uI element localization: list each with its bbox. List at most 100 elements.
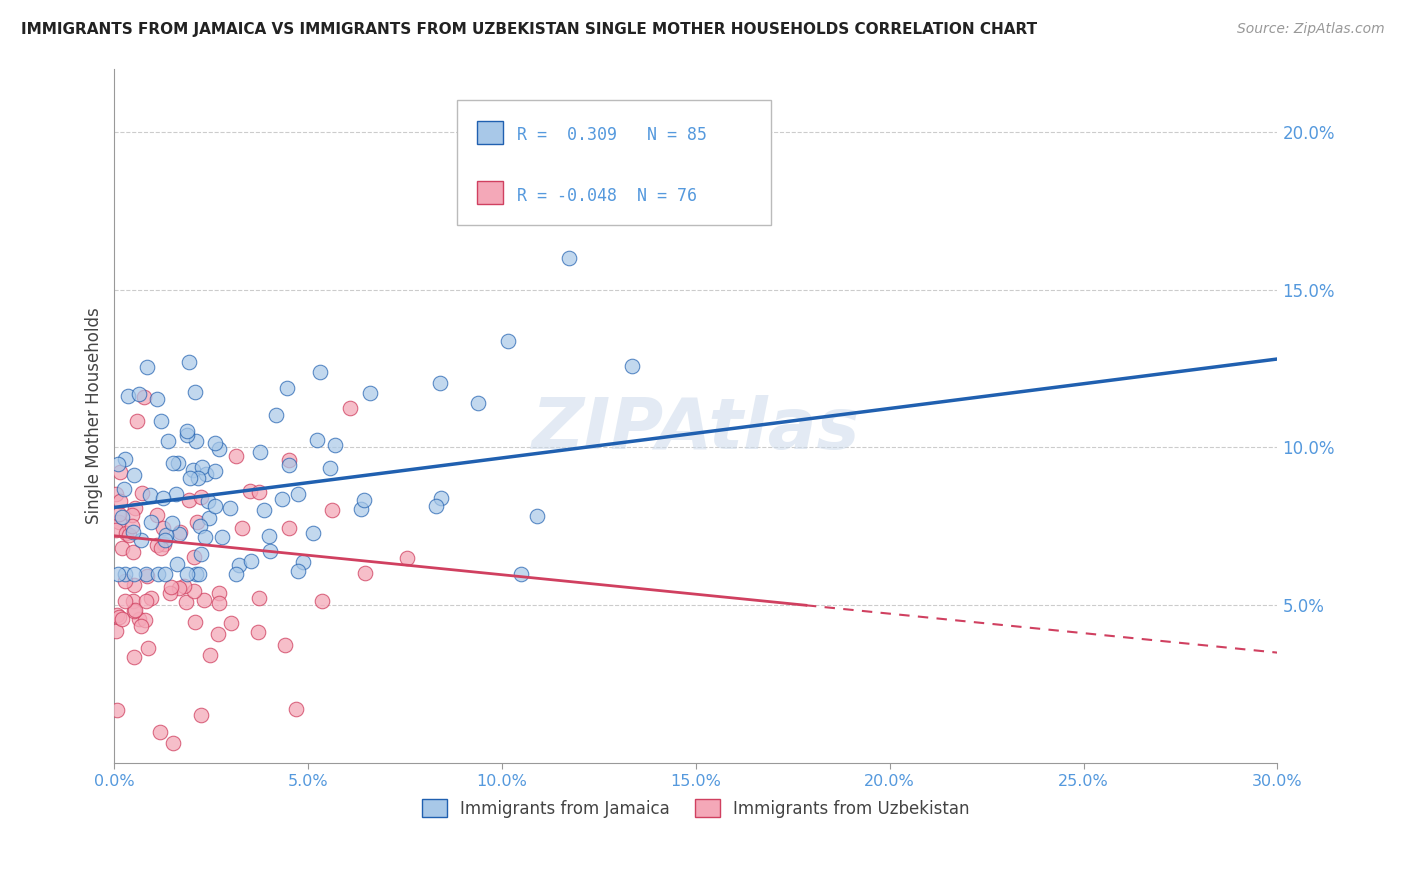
Text: Source: ZipAtlas.com: Source: ZipAtlas.com bbox=[1237, 22, 1385, 37]
Point bbox=[194, 530, 217, 544]
Point bbox=[105, 624, 128, 639]
Point bbox=[247, 625, 270, 640]
Point bbox=[166, 456, 188, 470]
Text: ZIPAtlas: ZIPAtlas bbox=[531, 395, 860, 464]
Point bbox=[239, 554, 262, 568]
Point bbox=[188, 518, 211, 533]
Point bbox=[149, 725, 172, 739]
Point bbox=[274, 638, 297, 652]
Point bbox=[285, 702, 308, 716]
Point bbox=[496, 334, 519, 349]
Point bbox=[122, 525, 145, 540]
Point bbox=[264, 408, 287, 422]
Point bbox=[183, 583, 205, 598]
Point bbox=[259, 544, 281, 558]
Point bbox=[228, 558, 250, 573]
Point bbox=[183, 549, 205, 564]
Text: IMMIGRANTS FROM JAMAICA VS IMMIGRANTS FROM UZBEKISTAN SINGLE MOTHER HOUSEHOLDS C: IMMIGRANTS FROM JAMAICA VS IMMIGRANTS FR… bbox=[21, 22, 1038, 37]
Point bbox=[187, 471, 209, 485]
Point bbox=[114, 566, 136, 581]
Point bbox=[139, 515, 162, 529]
Point bbox=[425, 500, 447, 514]
Point bbox=[429, 491, 451, 506]
Point bbox=[257, 529, 280, 543]
Point bbox=[247, 485, 270, 500]
Point bbox=[186, 515, 208, 529]
Point bbox=[239, 483, 262, 498]
Point bbox=[152, 521, 174, 535]
Point bbox=[165, 487, 187, 501]
Point bbox=[204, 500, 226, 514]
Point bbox=[122, 468, 145, 483]
Point bbox=[249, 445, 271, 459]
Point bbox=[136, 359, 159, 374]
Point bbox=[311, 594, 333, 608]
Point bbox=[122, 545, 145, 559]
Point bbox=[131, 486, 153, 500]
Point bbox=[108, 493, 131, 508]
Point bbox=[208, 442, 231, 456]
Point bbox=[124, 501, 146, 516]
Point bbox=[148, 566, 170, 581]
Point bbox=[134, 613, 156, 627]
Point bbox=[339, 401, 361, 416]
Point bbox=[108, 507, 131, 521]
Point bbox=[305, 433, 328, 447]
Point bbox=[155, 527, 177, 541]
Point bbox=[184, 615, 207, 629]
Point bbox=[510, 566, 533, 581]
Point bbox=[173, 578, 195, 592]
Point bbox=[225, 566, 247, 581]
Point bbox=[176, 566, 198, 581]
Point bbox=[153, 566, 176, 581]
Point bbox=[291, 555, 314, 569]
Point bbox=[166, 558, 188, 572]
Point bbox=[139, 488, 162, 502]
Point bbox=[121, 508, 143, 523]
Point bbox=[277, 458, 299, 472]
Point bbox=[136, 568, 159, 582]
Point bbox=[114, 574, 136, 589]
Point bbox=[135, 594, 157, 608]
Point bbox=[112, 482, 135, 496]
Point bbox=[134, 390, 156, 404]
Point bbox=[278, 453, 301, 467]
Point bbox=[108, 465, 131, 479]
Point bbox=[131, 533, 153, 548]
Point bbox=[353, 493, 375, 508]
Point bbox=[247, 591, 270, 605]
Point bbox=[146, 538, 169, 552]
Point bbox=[225, 450, 247, 464]
Point bbox=[197, 511, 219, 525]
Point bbox=[211, 530, 233, 544]
Legend: Immigrants from Jamaica, Immigrants from Uzbekistan: Immigrants from Jamaica, Immigrants from… bbox=[415, 793, 977, 824]
Text: R =  0.309   N = 85: R = 0.309 N = 85 bbox=[517, 126, 707, 145]
Point bbox=[107, 566, 129, 581]
Point bbox=[174, 595, 197, 609]
Point bbox=[152, 491, 174, 505]
Point bbox=[160, 580, 183, 594]
Point bbox=[208, 585, 231, 599]
Point bbox=[114, 594, 136, 608]
Point bbox=[321, 502, 343, 516]
Point bbox=[350, 502, 373, 516]
Point bbox=[221, 616, 243, 631]
Point bbox=[167, 581, 190, 595]
Point bbox=[218, 501, 240, 516]
Point bbox=[115, 526, 138, 541]
Point bbox=[146, 392, 169, 407]
Point bbox=[162, 457, 184, 471]
Point bbox=[114, 452, 136, 467]
Point bbox=[153, 536, 176, 550]
Point bbox=[177, 355, 200, 369]
FancyBboxPatch shape bbox=[477, 120, 503, 144]
Point bbox=[153, 533, 176, 548]
Point bbox=[111, 541, 134, 556]
Point bbox=[111, 611, 134, 625]
Point bbox=[359, 386, 381, 401]
Point bbox=[429, 376, 451, 390]
Point bbox=[184, 566, 207, 581]
Point bbox=[354, 566, 377, 580]
Point bbox=[467, 396, 489, 410]
Point bbox=[159, 586, 181, 600]
